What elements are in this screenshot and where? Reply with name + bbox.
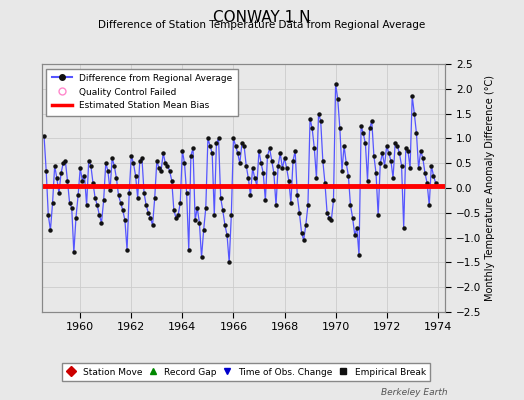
Text: Difference of Station Temperature Data from Regional Average: Difference of Station Temperature Data f… bbox=[99, 20, 425, 30]
Legend: Station Move, Record Gap, Time of Obs. Change, Empirical Break: Station Move, Record Gap, Time of Obs. C… bbox=[62, 363, 430, 381]
Y-axis label: Monthly Temperature Anomaly Difference (°C): Monthly Temperature Anomaly Difference (… bbox=[485, 75, 495, 301]
Text: CONWAY 1 N: CONWAY 1 N bbox=[213, 10, 311, 25]
Text: Berkeley Earth: Berkeley Earth bbox=[381, 388, 448, 397]
Legend: Difference from Regional Average, Quality Control Failed, Estimated Station Mean: Difference from Regional Average, Qualit… bbox=[47, 68, 237, 116]
